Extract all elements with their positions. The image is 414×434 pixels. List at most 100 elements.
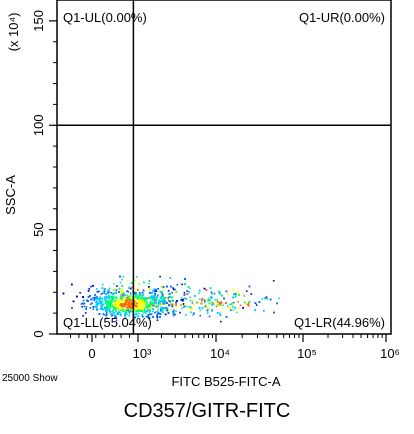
event-dot — [106, 299, 108, 302]
event-dot — [71, 307, 73, 309]
event-dot — [154, 293, 156, 295]
event-dot — [149, 310, 151, 313]
event-dot — [159, 275, 161, 278]
event-dot — [149, 305, 152, 307]
event-dot — [139, 293, 141, 296]
event-dot — [142, 304, 144, 306]
event-dot — [119, 298, 121, 301]
event-dot — [164, 302, 167, 304]
event-dot — [185, 305, 188, 308]
event-dot — [113, 311, 116, 314]
event-dot — [205, 289, 208, 291]
event-dot — [124, 317, 127, 320]
event-dot — [128, 305, 131, 307]
event-dot — [82, 315, 84, 317]
event-dot — [152, 303, 154, 306]
event-dot — [164, 304, 167, 306]
event-dot — [225, 290, 228, 293]
event-dot — [235, 311, 238, 314]
event-dot — [171, 296, 173, 298]
event-dot — [122, 297, 125, 299]
event-dot — [141, 315, 144, 317]
event-dot — [162, 288, 164, 291]
event-dot — [152, 305, 154, 308]
event-dot — [128, 301, 131, 304]
event-dot — [232, 296, 234, 299]
event-dot — [157, 301, 160, 304]
event-dot — [198, 307, 201, 309]
event-dot — [151, 295, 153, 298]
event-dot — [144, 310, 146, 313]
y-axis-multiplier: (x 10⁴) — [6, 13, 21, 52]
event-dot — [160, 308, 162, 311]
event-dot — [156, 304, 158, 306]
event-dot — [194, 295, 196, 297]
event-dot — [207, 308, 209, 311]
event-dot — [158, 300, 160, 302]
event-dot — [175, 301, 177, 304]
event-dot — [99, 302, 102, 305]
event-dot — [62, 292, 65, 295]
event-dot — [108, 293, 110, 296]
event-dot — [124, 294, 127, 296]
event-dot — [238, 292, 240, 295]
event-dot — [114, 316, 116, 319]
event-dot — [153, 290, 156, 293]
event-dot — [142, 307, 144, 310]
event-dot — [146, 310, 148, 312]
event-dot — [119, 275, 121, 278]
event-dot — [135, 295, 137, 298]
event-dot — [196, 300, 199, 303]
event-dot — [248, 285, 251, 288]
event-dot — [105, 313, 108, 316]
event-dot — [148, 286, 150, 288]
event-dot — [116, 306, 119, 308]
event-dot — [148, 312, 151, 315]
event-dot — [159, 316, 161, 318]
event-dot — [83, 305, 86, 308]
event-dot — [109, 303, 112, 306]
event-dot — [119, 301, 121, 304]
event-dot — [170, 285, 172, 288]
event-dot — [126, 297, 129, 300]
event-dot — [144, 306, 146, 308]
event-dot — [183, 297, 186, 300]
event-dot — [87, 296, 90, 298]
event-dot — [206, 306, 209, 308]
event-dot — [123, 302, 125, 305]
event-dot — [193, 312, 195, 315]
event-dot — [131, 297, 134, 300]
event-dot — [134, 313, 137, 316]
x-axis-label: FITC B525-FITC-A — [171, 374, 280, 389]
event-dot — [272, 280, 275, 282]
event-dot — [173, 288, 175, 291]
event-dot — [123, 305, 126, 307]
event-dot — [156, 315, 158, 317]
event-dot — [219, 304, 222, 306]
event-dot — [85, 306, 88, 308]
event-dot — [232, 303, 235, 305]
quadrant-label-ll: Q1-LL(55.04%) — [63, 315, 152, 330]
event-dot — [108, 297, 111, 299]
event-dot — [238, 307, 240, 310]
event-dot — [115, 296, 117, 299]
event-dot — [189, 308, 192, 311]
event-dot — [152, 302, 155, 304]
event-dot — [104, 296, 106, 298]
event-dot — [125, 302, 127, 304]
event-dot — [250, 293, 252, 295]
event-dot — [176, 305, 178, 308]
event-dot — [99, 308, 102, 310]
event-count-label: 25000 Show — [2, 373, 58, 384]
event-dot — [104, 302, 107, 304]
event-dot — [129, 298, 132, 301]
event-dot — [115, 298, 118, 301]
event-dot — [273, 311, 275, 314]
event-dot — [102, 308, 105, 311]
event-dot — [101, 292, 104, 295]
event-dot — [232, 306, 234, 308]
event-dot — [205, 300, 208, 302]
event-dot — [163, 299, 166, 302]
event-dot — [101, 307, 103, 309]
event-dot — [108, 308, 111, 311]
